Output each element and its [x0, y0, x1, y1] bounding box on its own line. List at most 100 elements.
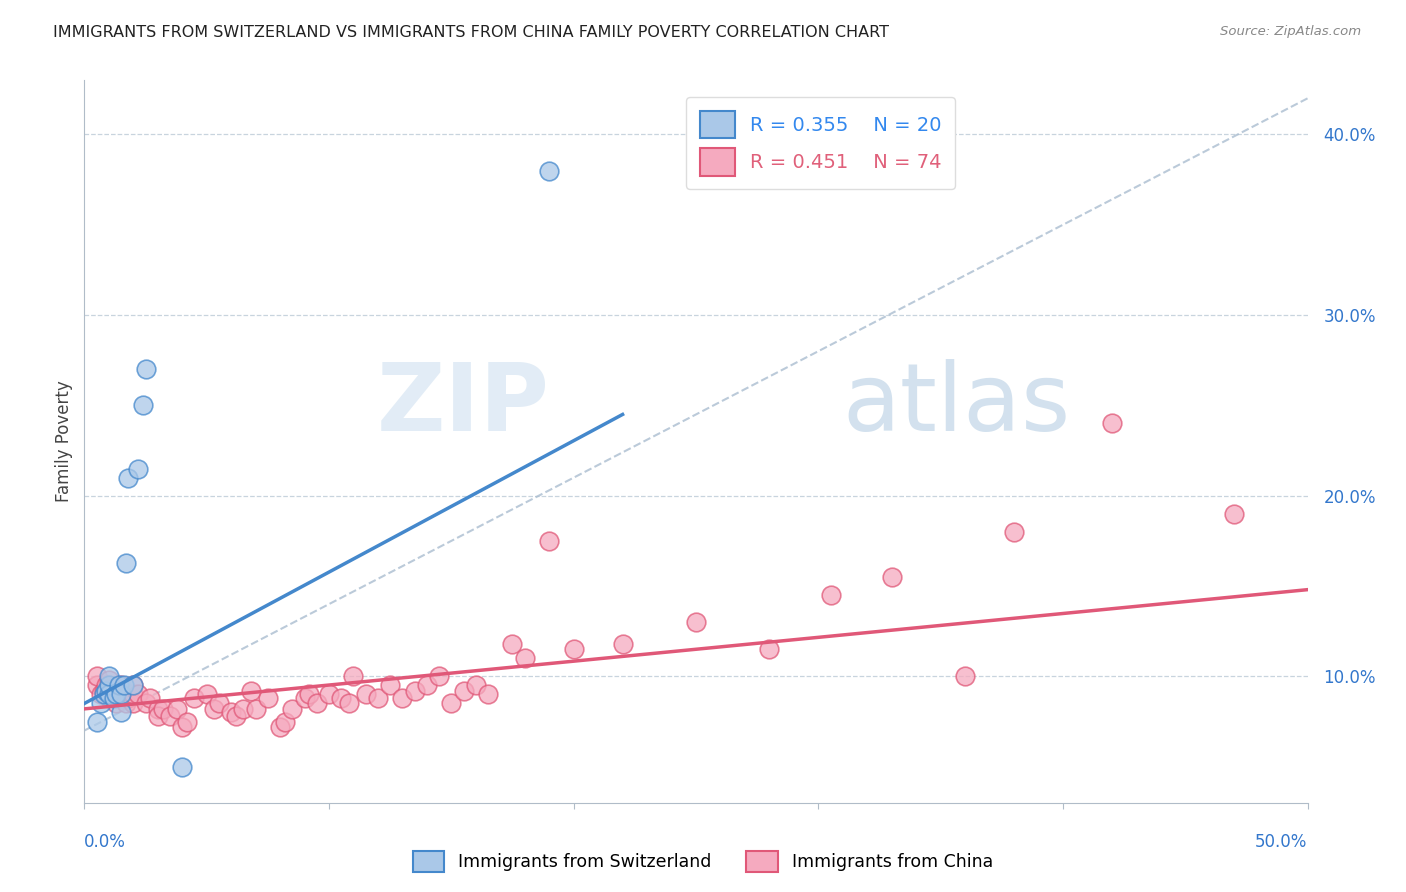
Point	[337, 697, 360, 711]
Point	[427, 669, 450, 683]
Point	[269, 720, 291, 734]
Point	[1223, 507, 1246, 521]
Point	[477, 687, 499, 701]
Point	[90, 697, 112, 711]
Point	[103, 687, 125, 701]
Point	[305, 697, 328, 711]
Point	[93, 687, 115, 701]
Point	[166, 702, 188, 716]
Point	[367, 691, 389, 706]
Point	[183, 691, 205, 706]
Point	[139, 691, 162, 706]
Point	[330, 691, 353, 706]
Point	[110, 706, 132, 720]
Point	[380, 678, 402, 692]
Point	[820, 588, 842, 602]
Point	[97, 691, 120, 706]
Point	[1101, 417, 1123, 431]
Point	[146, 702, 169, 716]
Point	[97, 678, 120, 692]
Point	[391, 691, 413, 706]
Point	[115, 697, 138, 711]
Point	[453, 683, 475, 698]
Point	[105, 687, 128, 701]
Point	[93, 683, 115, 698]
Point	[122, 678, 145, 692]
Point	[132, 398, 155, 412]
Point	[122, 687, 145, 701]
Text: IMMIGRANTS FROM SWITZERLAND VS IMMIGRANTS FROM CHINA FAMILY POVERTY CORRELATION : IMMIGRANTS FROM SWITZERLAND VS IMMIGRANT…	[53, 25, 890, 40]
Point	[105, 697, 128, 711]
Point	[281, 702, 304, 716]
Point	[239, 683, 262, 698]
Point	[440, 697, 463, 711]
Point	[318, 687, 340, 701]
Point	[97, 681, 120, 696]
Point	[96, 683, 118, 698]
Point	[86, 669, 108, 683]
Point	[195, 687, 218, 701]
Point	[122, 678, 145, 692]
Point	[86, 678, 108, 692]
Point	[880, 570, 903, 584]
Point	[538, 533, 561, 548]
Point	[97, 687, 120, 701]
Point	[90, 687, 112, 701]
Point	[103, 691, 125, 706]
Point	[758, 642, 780, 657]
Point	[110, 691, 132, 706]
Point	[146, 709, 169, 723]
Point	[953, 669, 976, 683]
Text: Source: ZipAtlas.com: Source: ZipAtlas.com	[1220, 25, 1361, 38]
Point	[1002, 524, 1025, 539]
Point	[112, 678, 135, 692]
Point	[107, 678, 129, 692]
Point	[538, 163, 561, 178]
Point	[298, 687, 321, 701]
Point	[172, 760, 194, 774]
Point	[110, 678, 132, 692]
Point	[416, 678, 439, 692]
Text: atlas: atlas	[842, 359, 1071, 451]
Point	[127, 687, 149, 701]
Point	[97, 687, 120, 701]
Point	[172, 720, 194, 734]
Point	[110, 687, 132, 701]
Point	[294, 691, 316, 706]
Point	[562, 642, 585, 657]
Point	[117, 691, 139, 706]
Point	[97, 673, 120, 687]
Point	[107, 683, 129, 698]
Y-axis label: Family Poverty: Family Poverty	[55, 381, 73, 502]
Point	[202, 702, 225, 716]
Point	[464, 678, 486, 692]
Point	[159, 709, 181, 723]
Point	[245, 702, 267, 716]
Point	[127, 461, 149, 475]
Point	[122, 697, 145, 711]
Point	[354, 687, 377, 701]
Point	[117, 471, 139, 485]
Text: 50.0%: 50.0%	[1256, 833, 1308, 851]
Point	[86, 714, 108, 729]
Point	[685, 615, 707, 630]
Point	[97, 669, 120, 683]
Point	[404, 683, 426, 698]
Point	[225, 709, 247, 723]
Point	[112, 687, 135, 701]
Point	[176, 714, 198, 729]
Point	[219, 706, 242, 720]
Text: ZIP: ZIP	[377, 359, 550, 451]
Text: 0.0%: 0.0%	[84, 833, 127, 851]
Point	[274, 714, 297, 729]
Point	[257, 691, 280, 706]
Point	[513, 651, 536, 665]
Point	[232, 702, 254, 716]
Point	[208, 697, 231, 711]
Legend: Immigrants from Switzerland, Immigrants from China: Immigrants from Switzerland, Immigrants …	[406, 844, 1000, 879]
Point	[135, 362, 157, 376]
Point	[502, 637, 524, 651]
Point	[115, 556, 138, 570]
Legend: R = 0.355    N = 20, R = 0.451    N = 74: R = 0.355 N = 20, R = 0.451 N = 74	[686, 97, 955, 189]
Point	[342, 669, 364, 683]
